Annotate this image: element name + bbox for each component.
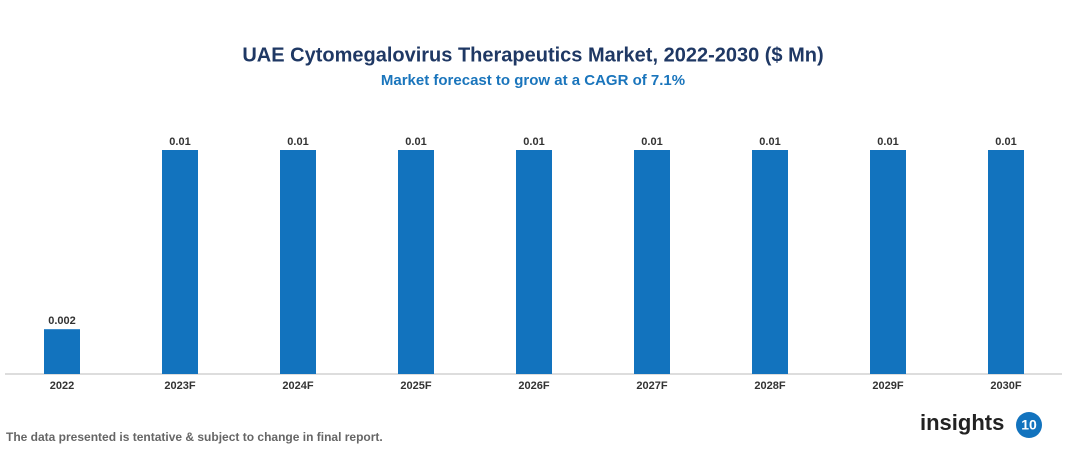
value-label: 0.01 <box>995 136 1016 148</box>
footnote: The data presented is tentative & subjec… <box>6 430 383 444</box>
logo: insights 10 <box>920 410 1042 438</box>
x-tick-label: 2022 <box>50 380 74 392</box>
bar <box>988 150 1024 374</box>
value-label: 0.01 <box>877 136 898 148</box>
logo-text: insights <box>920 410 1004 435</box>
chart-title: UAE Cytomegalovirus Therapeutics Market,… <box>242 44 823 66</box>
x-tick-label: 2027F <box>636 380 667 392</box>
bar <box>634 150 670 374</box>
bar <box>162 150 198 374</box>
x-tick-label: 2026F <box>518 380 549 392</box>
bar <box>870 150 906 374</box>
bar <box>280 150 316 374</box>
value-label: 0.01 <box>287 136 308 148</box>
bar <box>752 150 788 374</box>
value-label: 0.01 <box>405 136 426 148</box>
x-tick-label: 2025F <box>400 380 431 392</box>
value-label: 0.01 <box>759 136 780 148</box>
x-tick-label: 2030F <box>990 380 1021 392</box>
x-tick-label: 2023F <box>164 380 195 392</box>
logo-badge-text: 10 <box>1021 417 1037 433</box>
value-label: 0.002 <box>48 315 76 327</box>
value-label: 0.01 <box>169 136 190 148</box>
bar <box>516 150 552 374</box>
logo-badge <box>1016 412 1042 438</box>
bar <box>398 150 434 374</box>
chart-subtitle: Market forecast to grow at a CAGR of 7.1… <box>381 72 685 89</box>
value-label: 0.01 <box>523 136 544 148</box>
x-tick-label: 2029F <box>872 380 903 392</box>
bar <box>44 329 80 374</box>
x-tick-label: 2028F <box>754 380 785 392</box>
x-tick-label: 2024F <box>282 380 313 392</box>
value-label: 0.01 <box>641 136 662 148</box>
